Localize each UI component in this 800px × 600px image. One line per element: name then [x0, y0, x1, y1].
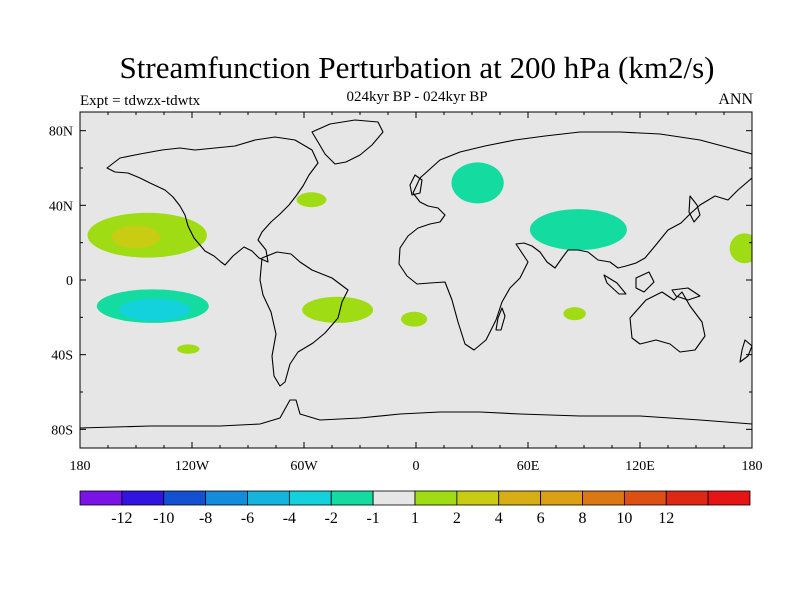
colorbar-swatch-15 [707, 490, 751, 506]
coastline-north-america [106, 136, 319, 266]
region-level-2-4 [177, 344, 200, 354]
colorbar-swatch-14 [665, 490, 709, 506]
colorbar-swatch-2 [163, 490, 207, 506]
colorbar [79, 490, 751, 506]
colorbar-label: 1 [411, 510, 419, 527]
region-level-4-1 [111, 225, 161, 249]
region-level-2-5 [296, 192, 327, 208]
colorbar-label: -12 [111, 510, 132, 527]
colorbar-label: -6 [241, 510, 254, 527]
coastline-borneo [635, 271, 655, 293]
colorbar-label: 12 [658, 510, 674, 527]
y-tick-label: 80N [49, 125, 73, 140]
coastline-south-america [259, 251, 349, 387]
x-tick-label: 60E [517, 459, 540, 474]
region-level-2-11 [729, 233, 752, 264]
colorbar-swatch-9 [456, 490, 500, 506]
coastline-madagascar [495, 307, 506, 331]
colorbar-label: -1 [366, 510, 379, 527]
colorbar-label: 10 [616, 510, 632, 527]
region-level-2-6 [302, 296, 374, 323]
x-tick-labels: 180 120W 60W 0 60E 120E 180 [70, 459, 763, 474]
coastline-new-guinea [671, 287, 701, 301]
colorbar-swatch-11 [540, 490, 583, 506]
colorbar-swatch-13 [623, 490, 667, 506]
x-tick-label: 0 [413, 459, 420, 474]
colorbar-swatch-12 [582, 490, 625, 506]
colorbar-label: 4 [495, 510, 503, 527]
coastline-eurasia-africa [398, 131, 752, 351]
colorbar-swatch-3 [205, 490, 248, 506]
coastline-japan [688, 195, 701, 223]
coastlines [80, 119, 752, 429]
x-tick-label: 120W [175, 459, 210, 474]
y-tick-label: 40N [49, 199, 73, 214]
colorbar-swatch-0 [79, 490, 123, 506]
colorbar-label: -10 [153, 510, 174, 527]
experiment-label: Expt = tdwzx-tdwtx [80, 93, 201, 109]
colorbar-swatch-10 [498, 490, 542, 506]
period-label: 024kyr BP - 024kyr BP [346, 89, 488, 105]
x-tick-label: 120E [625, 459, 655, 474]
coastline-greenland [311, 119, 384, 165]
coastline-australia [629, 291, 706, 353]
colorbar-label: 2 [453, 510, 461, 527]
season-label: ANN [718, 91, 753, 108]
region-level--1-8 [451, 162, 504, 204]
map-background [80, 112, 752, 448]
map-title: Streamfunction Perturbation at 200 hPa (… [119, 50, 715, 85]
colorbar-swatch-7 [372, 490, 416, 506]
region-level-2-7 [401, 311, 428, 327]
y-tick-label: 0 [66, 274, 73, 289]
perturbation-regions [87, 162, 752, 354]
y-tick-labels: 80N 40N 0 40S 80S [49, 125, 73, 439]
coastline-new-zealand [739, 339, 752, 363]
colorbar-labels: -12 -10 -8 -6 -4 -2 -1 1 2 4 6 8 10 12 [111, 510, 674, 527]
colorbar-label: 6 [537, 510, 545, 527]
colorbar-swatch-1 [121, 490, 165, 506]
x-tick-label: 60W [290, 459, 318, 474]
region-level--2-3 [119, 298, 191, 322]
x-tick-label: 180 [742, 459, 763, 474]
region-level-2-10 [563, 307, 586, 321]
coastline-sumatra [603, 274, 627, 295]
region-level--1-9 [529, 209, 627, 251]
coastline-antarctica [80, 399, 752, 429]
colorbar-label: 8 [579, 510, 587, 527]
colorbar-swatch-5 [288, 490, 332, 506]
colorbar-label: -4 [283, 510, 296, 527]
colorbar-swatch-6 [330, 490, 374, 506]
colorbar-label: -8 [199, 510, 212, 527]
y-tick-label: 40S [51, 349, 73, 364]
colorbar-label: -2 [325, 510, 338, 527]
x-tick-label: 180 [70, 459, 91, 474]
coastline-british-isles [409, 174, 423, 196]
colorbar-swatch-4 [247, 490, 290, 506]
y-tick-label: 80S [51, 423, 73, 438]
axis-ticks [79, 112, 753, 448]
colorbar-swatch-8 [414, 490, 458, 506]
